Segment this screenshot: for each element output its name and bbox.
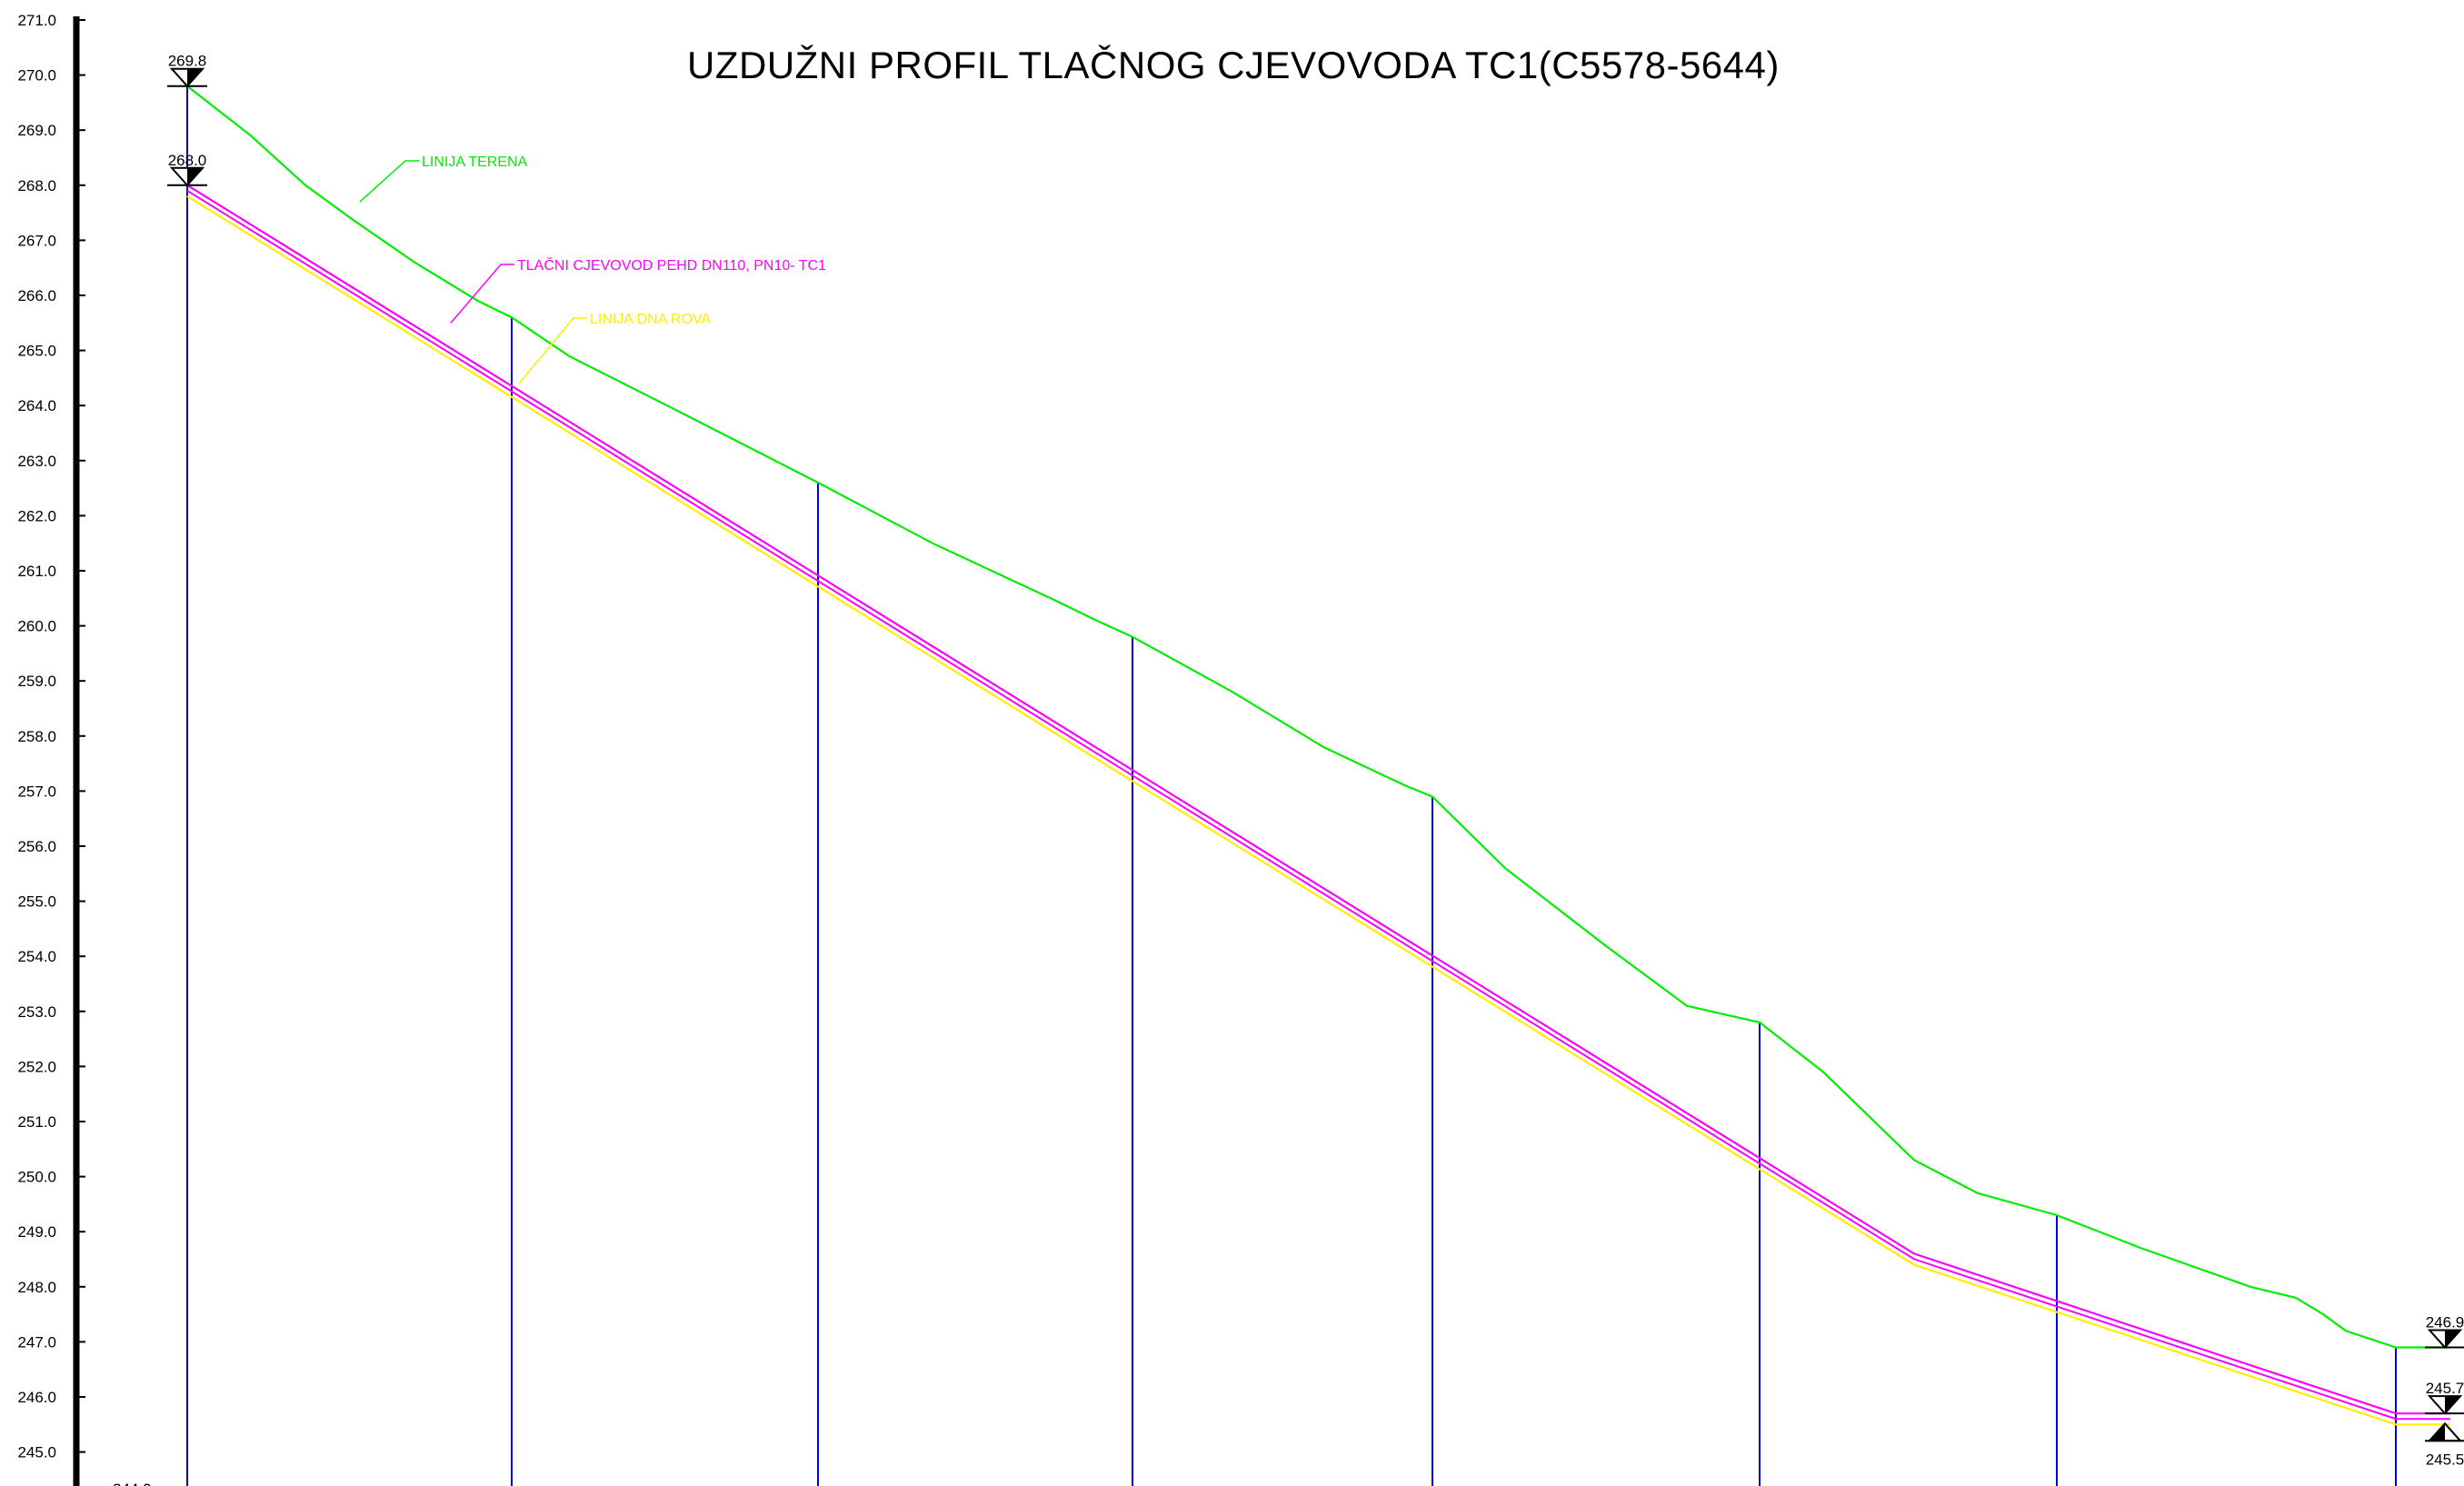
y-tick-label: 246.0: [17, 1389, 56, 1406]
y-tick-label: 262.0: [17, 507, 56, 524]
elevation-marker-label: 245.5: [2426, 1451, 2464, 1468]
elevation-marker-label: 268.0: [168, 152, 207, 169]
elevation-marker: 246.9: [2425, 1313, 2464, 1349]
y-tick-label: 250.0: [17, 1169, 56, 1186]
elevation-marker: 245.7: [2425, 1380, 2464, 1415]
elevation-marker-fill: [187, 167, 203, 185]
y-tick-label: 257.0: [17, 783, 56, 800]
elevation-marker: 268.0: [167, 152, 207, 187]
station-lines: [186, 85, 2397, 1486]
y-tick-label: 266.0: [17, 287, 56, 304]
y-tick-label: 263.0: [17, 453, 56, 470]
y-tick-label: 267.0: [17, 232, 56, 249]
y-tick-label: 249.0: [17, 1223, 56, 1241]
elevation-marker-label: 245.7: [2426, 1380, 2464, 1397]
elevation-markers: 269.8 268.0 246.9 245.7 245.5: [167, 53, 2464, 1468]
elevation-marker-fill: [2429, 1423, 2445, 1441]
elevation-marker-label: 246.9: [2426, 1313, 2464, 1331]
annotation-label: LINIJA TERENA: [422, 155, 528, 170]
y-tick-label: 252.0: [17, 1058, 56, 1075]
y-tick-label: 254.0: [17, 948, 56, 965]
annotation-leader: [518, 317, 587, 384]
y-tick-label: 256.0: [17, 838, 56, 855]
pipe-line-lower-edge: [186, 189, 2450, 1421]
pipe-line: [186, 184, 2450, 1415]
annotation-label: TLAČNI CJEVOVOD PEHD DN110, PN10- TC1: [517, 256, 826, 274]
annotation-leader: [450, 264, 514, 324]
elevation-marker: 269.8: [167, 53, 207, 88]
y-tick-label: 264.0: [17, 397, 56, 414]
y-tick-label: 245.0: [17, 1444, 56, 1461]
chart-title: UZDUŽNI PROFIL TLAČNOG CJEVOVODA TC1(C55…: [687, 44, 1780, 86]
y-tick-label: 265.0: [17, 343, 56, 360]
elevation-marker-fill: [187, 68, 203, 86]
y-tick-label: 247.0: [17, 1333, 56, 1351]
y-tick-label: 260.0: [17, 618, 56, 635]
terrain-line: [186, 85, 2450, 1349]
annotation-leaders: LINIJA TERENA TLAČNI CJEVOVOD PEHD DN110,…: [359, 155, 826, 384]
y-bottom-label: 244.0: [113, 1481, 152, 1486]
y-tick-label: 261.0: [17, 563, 56, 580]
y-axis: 271.0 270.0 269.0 268.0 267.0 266.0 265.0 264.0…: [17, 12, 152, 1486]
y-tick-label: 259.0: [17, 673, 56, 690]
elevation-marker-label: 269.8: [168, 53, 207, 70]
y-tick-label: 251.0: [17, 1113, 56, 1131]
y-tick-label: 270.0: [17, 67, 56, 85]
series-lines: [186, 85, 2450, 1426]
elevation-marker-fill: [2445, 1396, 2460, 1414]
y-tick-label: 253.0: [17, 1003, 56, 1021]
y-tick-label: 271.0: [17, 12, 56, 29]
elevation-marker: 245.5: [2425, 1421, 2464, 1468]
y-tick-label: 268.0: [17, 177, 56, 194]
annotation-label: LINIJA DNA ROVA: [590, 312, 711, 327]
y-tick-label: 269.0: [17, 122, 56, 139]
y-tick-label: 248.0: [17, 1279, 56, 1296]
elevation-marker-fill: [2445, 1330, 2460, 1348]
y-tick-label: 255.0: [17, 893, 56, 911]
annotation-leader: [359, 160, 419, 203]
trench-bottom-line: [186, 194, 2450, 1426]
y-tick-label: 258.0: [17, 728, 56, 745]
